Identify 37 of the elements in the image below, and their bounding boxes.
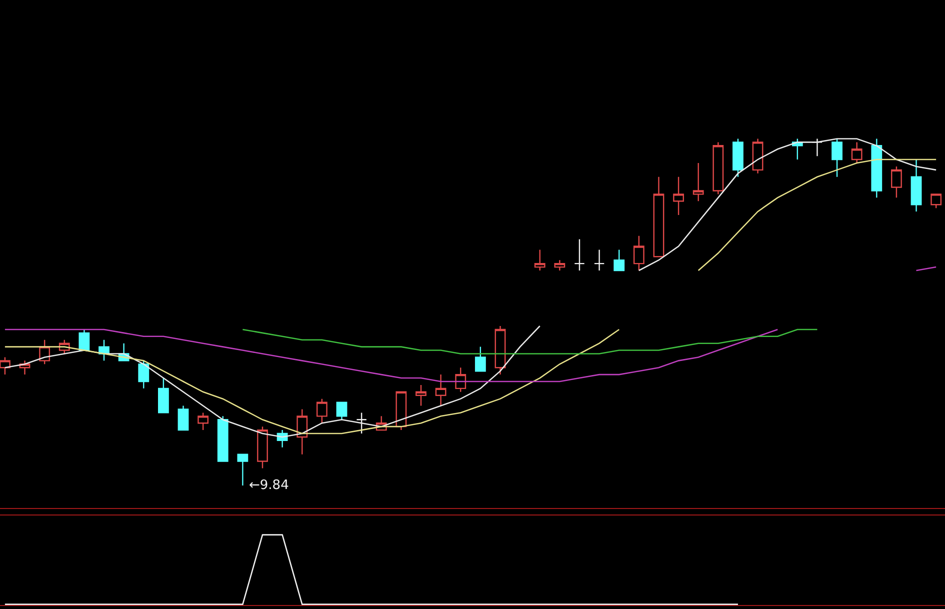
candlestick bbox=[832, 138, 842, 178]
candlestick bbox=[633, 235, 644, 272]
candlestick bbox=[336, 402, 348, 420]
candlestick bbox=[138, 360, 150, 390]
candlestick bbox=[930, 194, 942, 209]
candlestick bbox=[752, 138, 764, 174]
candlestick bbox=[474, 346, 486, 372]
candlestick bbox=[316, 398, 328, 424]
candlestick bbox=[594, 249, 605, 272]
candlestick bbox=[910, 158, 922, 212]
candlestick bbox=[653, 176, 664, 258]
candlestick bbox=[871, 138, 882, 198]
candlestick bbox=[494, 325, 506, 376]
candlestick bbox=[534, 249, 546, 272]
candlestick bbox=[692, 162, 704, 202]
candlestick bbox=[673, 176, 684, 216]
candlestick bbox=[416, 384, 426, 406]
candlestick bbox=[396, 391, 407, 431]
candlestick bbox=[435, 374, 446, 406]
candlestick bbox=[257, 426, 268, 469]
candlestick bbox=[178, 405, 189, 431]
candlestick bbox=[158, 377, 169, 414]
candlestick bbox=[732, 138, 744, 178]
candlestick bbox=[237, 454, 248, 486]
annotation: ←9.84 bbox=[249, 478, 289, 493]
candlestick bbox=[891, 166, 902, 198]
candlestick bbox=[554, 260, 566, 272]
candlestick bbox=[712, 142, 724, 195]
candlestick bbox=[851, 142, 862, 164]
candlestick bbox=[614, 249, 625, 272]
candlestick bbox=[198, 412, 209, 431]
candlestick bbox=[455, 367, 466, 392]
candlestick bbox=[574, 238, 585, 272]
candlestick bbox=[356, 412, 368, 434]
candlestick bbox=[296, 408, 308, 455]
candlestick bbox=[217, 416, 228, 462]
candlestick bbox=[78, 328, 90, 351]
